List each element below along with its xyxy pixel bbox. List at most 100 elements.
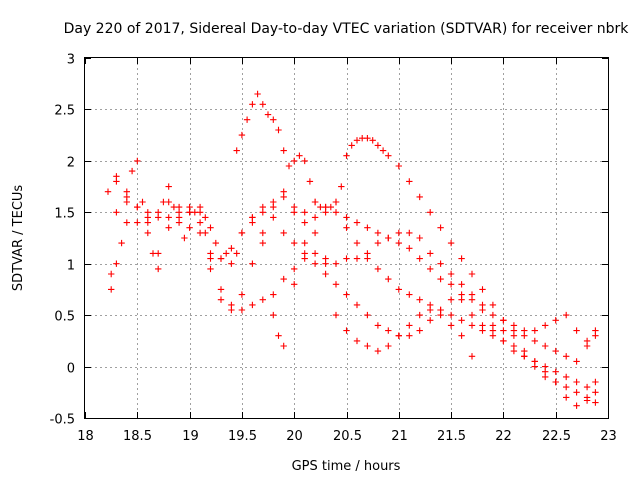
- data-point: [406, 229, 413, 237]
- data-point: [500, 327, 507, 334]
- data-point: [437, 275, 444, 283]
- data-point: [264, 111, 272, 118]
- data-point: [395, 239, 402, 247]
- x-tick-label: 22.5: [542, 429, 571, 444]
- data-point: [196, 203, 204, 211]
- data-point: [510, 327, 518, 334]
- data-point: [223, 250, 230, 257]
- data-point: [270, 291, 277, 298]
- data-point: [531, 327, 538, 334]
- y-tick-label: 1: [67, 259, 75, 274]
- x-tick-label: 23: [600, 429, 617, 444]
- data-point: [332, 209, 340, 216]
- data-point: [217, 286, 225, 293]
- data-point: [259, 209, 266, 216]
- data-point: [427, 209, 434, 216]
- data-point: [259, 101, 266, 108]
- data-point: [311, 214, 319, 221]
- data-point: [280, 229, 287, 237]
- data-point: [270, 116, 277, 123]
- x-axis-label: GPS time / hours: [292, 459, 401, 474]
- data-point: [343, 291, 350, 298]
- data-point: [275, 126, 282, 134]
- data-point: [592, 327, 599, 334]
- plot-frame: [84, 57, 609, 419]
- data-point: [385, 327, 392, 334]
- data-point: [406, 322, 413, 329]
- data-point: [447, 311, 455, 319]
- data-point: [207, 224, 214, 231]
- data-point: [479, 286, 486, 293]
- data-point: [249, 214, 256, 221]
- data-point: [291, 209, 298, 216]
- x-tick-label: 21.5: [437, 429, 466, 444]
- data-point: [128, 167, 136, 175]
- data-point: [427, 317, 434, 324]
- data-point: [552, 317, 559, 324]
- data-point: [285, 162, 293, 170]
- data-point: [374, 322, 382, 329]
- data-point: [280, 275, 287, 283]
- data-point: [249, 101, 256, 108]
- data-point: [427, 301, 434, 309]
- data-point: [259, 229, 266, 237]
- data-point: [123, 188, 130, 195]
- data-point: [108, 286, 115, 293]
- data-point: [510, 342, 518, 350]
- data-point: [233, 147, 240, 154]
- data-point: [191, 209, 198, 216]
- data-point: [406, 291, 413, 298]
- data-point: [348, 142, 355, 149]
- data-point: [311, 260, 319, 267]
- data-point: [374, 229, 382, 237]
- data-point: [353, 255, 361, 262]
- data-point: [583, 342, 591, 350]
- x-tick-label: 18: [77, 429, 94, 444]
- data-point: [563, 394, 570, 401]
- data-point: [170, 203, 178, 211]
- data-point: [332, 281, 340, 288]
- data-point: [563, 383, 570, 391]
- data-point: [270, 311, 277, 319]
- data-point: [458, 317, 465, 324]
- data-point: [149, 250, 157, 257]
- data-point: [416, 234, 423, 242]
- series-3: [108, 193, 599, 391]
- grid-layer: [85, 58, 608, 418]
- data-point: [212, 239, 219, 247]
- data-point: [542, 342, 549, 350]
- series-4: [113, 173, 599, 365]
- x-tick-label: 22: [495, 429, 512, 444]
- data-point: [447, 296, 455, 303]
- y-tick-label: 3: [67, 53, 75, 68]
- data-point: [186, 224, 193, 231]
- data-point: [458, 332, 465, 339]
- chart-title: Day 220 of 2017, Sidereal Day-to-day VTE…: [64, 21, 630, 37]
- data-point: [521, 353, 528, 360]
- data-point: [217, 296, 225, 303]
- data-point: [552, 368, 559, 375]
- data-point: [238, 291, 246, 298]
- data-point: [427, 265, 434, 273]
- data-point: [291, 239, 298, 247]
- data-point: [573, 327, 580, 334]
- data-point: [259, 296, 266, 303]
- data-point: [500, 317, 507, 324]
- data-point: [343, 255, 350, 262]
- x-tick-label: 19.5: [228, 429, 257, 444]
- data-point: [144, 219, 151, 226]
- data-point: [437, 260, 444, 267]
- data-point: [416, 255, 423, 262]
- data-point: [542, 322, 549, 329]
- data-point: [447, 239, 455, 247]
- data-point: [489, 301, 497, 309]
- data-point: [301, 157, 308, 165]
- data-point: [202, 214, 209, 221]
- data-point: [542, 363, 549, 370]
- data-point: [108, 270, 115, 278]
- data-point: [468, 296, 476, 303]
- data-point: [343, 224, 350, 231]
- x-tick-label: 18.5: [123, 429, 152, 444]
- data-point: [343, 152, 350, 159]
- data-point: [275, 332, 282, 339]
